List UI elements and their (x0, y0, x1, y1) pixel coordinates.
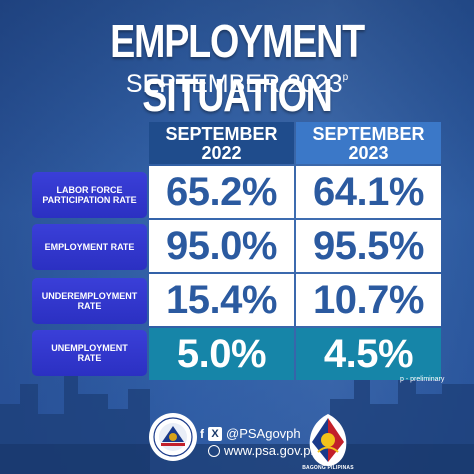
preliminary-note: p - preliminary (400, 376, 445, 383)
row-label-line: RATE (77, 353, 102, 363)
bagong-pilipinas-text: BAGONG PILIPINAS (302, 465, 354, 471)
value-cell: 65.2% (149, 166, 294, 218)
value-cell: 10.7% (296, 274, 441, 326)
value-cell: 64.1% (296, 166, 441, 218)
row-label-line: RATE (77, 301, 102, 311)
website-url[interactable]: www.psa.gov.ph (224, 443, 318, 458)
row-label-line: UNEMPLOYMENT (51, 343, 128, 353)
subtitle-text: SEPTEMBER 2023 (125, 70, 343, 98)
bagong-pilipinas-logo (309, 414, 347, 466)
row-label-line: UNDEREMPLOYMENT (41, 291, 138, 301)
value-cell-highlight: 5.0% (149, 328, 294, 380)
page-subtitle: SEPTEMBER 2023p (0, 70, 474, 99)
row-label-labor-force: LABOR FORCE PARTICIPATION RATE (32, 172, 147, 218)
value-cell: 15.4% (149, 274, 294, 326)
column-header-month: SEPTEMBER (312, 124, 425, 144)
facebook-icon[interactable]: f (200, 426, 204, 441)
column-header-2022: SEPTEMBER 2022 (149, 122, 294, 164)
column-header-year: 2023 (348, 143, 389, 163)
social-links: f X @PSAgovph (200, 426, 301, 441)
city-skyline-graphic (0, 369, 474, 474)
column-header-2023: SEPTEMBER 2023 (296, 122, 441, 164)
row-label-employment: EMPLOYMENT RATE (32, 224, 147, 270)
social-handle[interactable]: @PSAgovph (226, 426, 301, 441)
x-icon[interactable]: X (208, 426, 222, 441)
website-link: www.psa.gov.ph (208, 443, 318, 458)
value-cell: 95.0% (149, 220, 294, 272)
page-title: EMPLOYMENT SITUATION (110, 15, 365, 121)
preliminary-marker: p (342, 72, 349, 83)
row-label-line: LABOR FORCE (56, 185, 123, 195)
row-label-line: PARTICIPATION RATE (42, 195, 137, 205)
column-header-year: 2022 (201, 143, 242, 163)
value-cell-highlight: 4.5% (296, 328, 441, 380)
psa-seal-logo (149, 413, 197, 461)
row-label-line: EMPLOYMENT RATE (44, 242, 135, 252)
row-label-unemployment: UNEMPLOYMENT RATE (32, 330, 147, 376)
footer: f X @PSAgovph www.psa.gov.ph BAGONG PILI… (0, 408, 474, 474)
value-cell: 95.5% (296, 220, 441, 272)
globe-icon (208, 444, 220, 457)
column-header-month: SEPTEMBER (165, 124, 278, 144)
row-label-underemployment: UNDEREMPLOYMENT RATE (32, 278, 147, 324)
